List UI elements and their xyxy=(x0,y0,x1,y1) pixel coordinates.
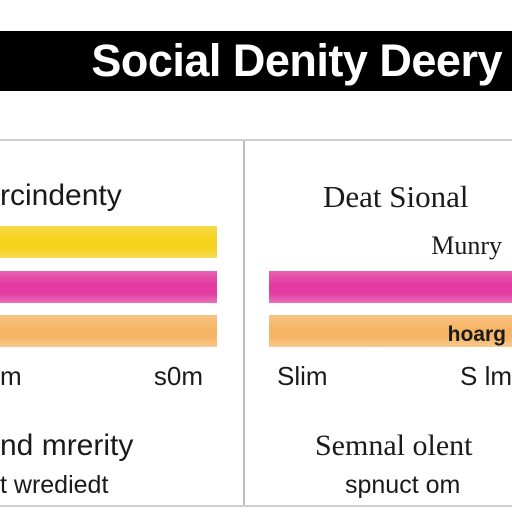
chart-title: Social Denity Deery xyxy=(0,31,512,91)
right-chart-panel: Deat Sional Munry hoarg Slim S lm Semnal… xyxy=(245,141,512,505)
right-axis-end-label: S lm xyxy=(460,361,512,391)
bar-label-1-1: hoarg xyxy=(447,323,506,346)
bar-0-2 xyxy=(0,315,217,347)
left-axis-end-label: s0m xyxy=(153,361,203,391)
right-panel-sub-label: Munry xyxy=(431,231,502,260)
left-chart-panel: rcindenty m s0m nd mrerity t wrediedt xyxy=(0,141,243,505)
right-footer-line-1: Semnal olent xyxy=(315,429,473,462)
top-divider xyxy=(0,139,512,141)
right-axis-start-label: Slim xyxy=(277,361,328,391)
left-footer-line-2: t wrediedt xyxy=(0,471,109,499)
left-panel-heading: rcindenty xyxy=(0,179,122,212)
bar-1-1 xyxy=(269,315,512,347)
left-footer-line-1: nd mrerity xyxy=(0,429,134,462)
bottom-divider xyxy=(0,505,512,507)
bar-0-1 xyxy=(0,271,217,303)
panel-divider xyxy=(243,141,245,505)
right-panel-heading: Deat Sional xyxy=(323,179,469,214)
bar-1-0 xyxy=(269,271,512,303)
bar-0-0 xyxy=(0,226,217,258)
right-footer-line-2: spnuct om xyxy=(345,471,461,499)
left-axis-start-label: m xyxy=(0,361,22,391)
